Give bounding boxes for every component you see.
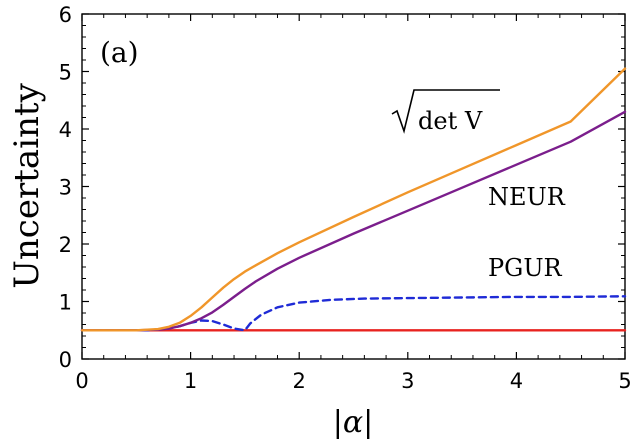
x-tick-labels: 0 1 2 3 4 5 xyxy=(75,369,631,393)
x-tick-label: 2 xyxy=(293,369,306,393)
x-tick-label: 3 xyxy=(401,369,414,393)
series-label-det-v: det V xyxy=(418,107,483,135)
y-tick-labels: 0 1 2 3 4 5 6 xyxy=(59,3,72,372)
x-tick-label: 0 xyxy=(75,369,88,393)
y-tick-label: 2 xyxy=(59,233,72,257)
sqrt-radical-icon xyxy=(391,89,500,134)
x-tick-label: 1 xyxy=(184,369,197,393)
y-tick-label: 1 xyxy=(59,291,72,315)
y-tick-label: 0 xyxy=(59,348,72,372)
series-line-neur xyxy=(80,110,627,332)
series-lines xyxy=(80,67,627,332)
series-line-pgur xyxy=(80,295,627,332)
panel-label: (a) xyxy=(100,36,139,69)
y-tick-label: 5 xyxy=(59,61,72,85)
series-label-pgur: PGUR xyxy=(488,254,563,282)
series-line-det-v xyxy=(80,67,627,332)
y-tick-label: 6 xyxy=(59,3,72,27)
x-tick-label: 5 xyxy=(618,369,631,393)
tick-marks xyxy=(81,13,626,360)
y-tick-label: 4 xyxy=(59,118,72,142)
x-tick-label: 4 xyxy=(510,369,523,393)
y-tick-label: 3 xyxy=(59,176,72,200)
y-axis-label: Uncertainty xyxy=(7,82,47,288)
x-axis-label: |α| xyxy=(333,405,373,440)
series-label-sqrt-det-v: det V xyxy=(391,89,500,135)
series-label-neur: NEUR xyxy=(488,183,566,211)
